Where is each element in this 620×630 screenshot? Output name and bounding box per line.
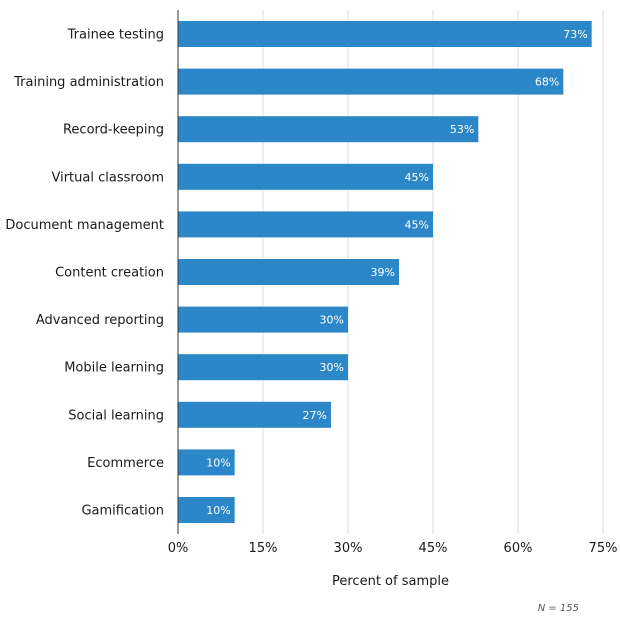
category-labels: Trainee testing Training administration Re… <box>5 28 164 519</box>
bar <box>178 163 433 190</box>
bar <box>178 497 235 523</box>
data-label: 45% <box>405 218 429 231</box>
bar <box>178 116 479 143</box>
category-label: Social learning <box>68 408 164 423</box>
category-label: Trainee testing <box>67 28 164 43</box>
data-label: 27% <box>303 409 327 422</box>
data-label: 53% <box>450 123 474 136</box>
data-label: 73% <box>563 28 587 41</box>
bar <box>178 211 433 238</box>
data-label: 30% <box>320 361 344 374</box>
x-tick-label: 30% <box>334 541 363 556</box>
bar <box>178 259 399 285</box>
category-label: Virtual classroom <box>51 170 164 185</box>
bar <box>178 354 348 381</box>
data-label: 39% <box>371 266 395 279</box>
bar <box>178 68 564 95</box>
x-tick-label: 45% <box>419 541 448 556</box>
x-tick-label: 75% <box>589 541 618 556</box>
bars <box>178 21 592 523</box>
data-label: 68% <box>535 76 559 89</box>
data-label: 45% <box>405 171 429 184</box>
category-label: Advanced reporting <box>36 313 164 328</box>
sample-size-note: N = 155 <box>538 603 579 614</box>
x-tick-labels: 0% 15% 30% 45% 60% 75% <box>168 541 618 556</box>
x-tick-label: 0% <box>168 541 189 556</box>
x-tick-label: 60% <box>504 541 533 556</box>
value-labels: 73% 68% 53% 45% 45% 39% 30% 30% 27% 10% 10% <box>206 28 587 517</box>
category-label: Gamification <box>81 504 164 519</box>
data-label: 10% <box>206 504 230 517</box>
bar <box>178 401 331 428</box>
category-label: Document management <box>5 218 164 233</box>
category-label: Ecommerce <box>87 456 164 471</box>
bar <box>178 306 348 333</box>
category-label: Record-keeping <box>63 123 164 138</box>
x-axis-title: Percent of sample <box>332 574 449 589</box>
category-label: Content creation <box>55 266 164 281</box>
category-label: Mobile learning <box>64 361 164 376</box>
x-tick-label: 15% <box>249 541 278 556</box>
category-label: Training administration <box>13 75 164 90</box>
gridlines <box>262 10 604 534</box>
data-label: 10% <box>206 456 230 469</box>
bar <box>178 449 235 476</box>
data-label: 30% <box>320 314 344 327</box>
bar <box>178 21 592 47</box>
